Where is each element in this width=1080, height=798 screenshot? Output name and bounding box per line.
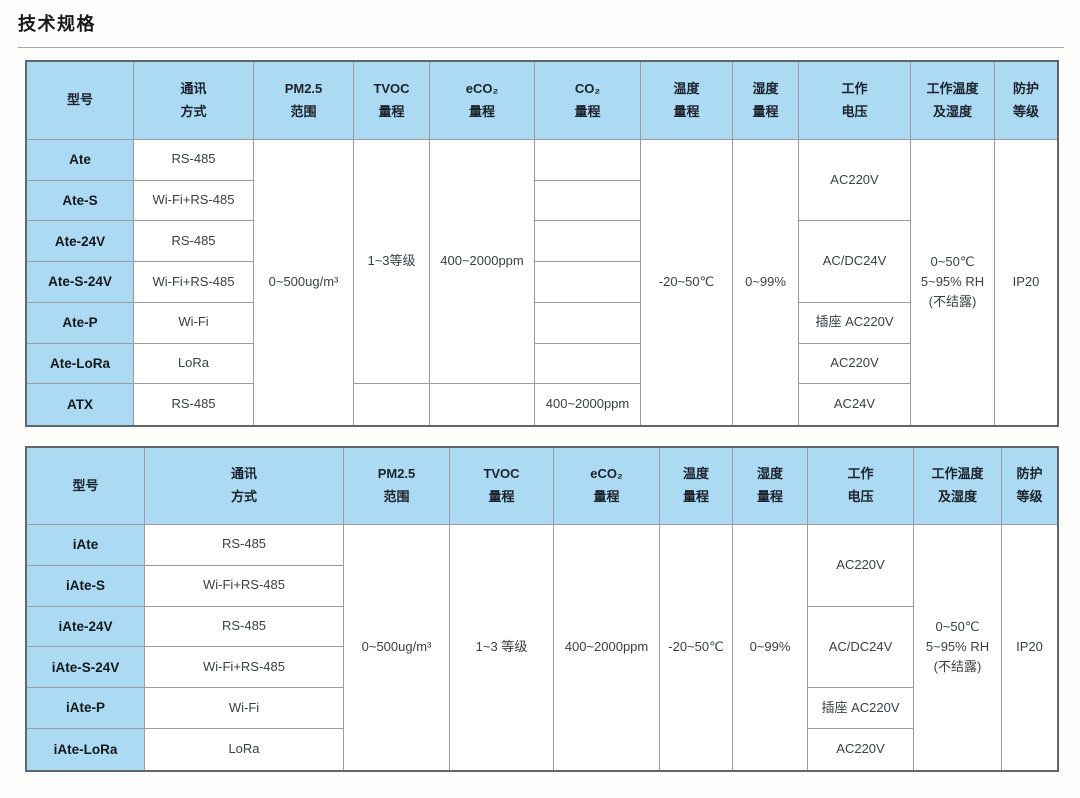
value-cell-voltage: AC24V [799,384,911,426]
model-cell-ate: Ate [27,140,134,181]
header-cell-workenv: 工作温度 及湿度 [911,62,995,140]
value-cell-co2 [535,140,641,181]
header-cell-ip: 防护 等级 [995,62,1057,140]
header-cell-tvoc: TVOC 量程 [354,62,430,140]
header-cell-pm25: PM2.5 范围 [254,62,354,140]
header-cell-voltage: 工作 电压 [808,448,914,525]
value-cell-eco2: 400~2000ppm [554,525,660,770]
model-cell-iate: iAte [27,525,145,566]
header-cell-ip: 防护 等级 [1002,448,1057,525]
value-cell-co2: 400~2000ppm [535,384,641,426]
value-cell-voltage: AC/DC24V [799,221,911,303]
header-cell-co2: CO₂ 量程 [535,62,641,140]
value-cell-voltage: 插座 AC220V [808,688,914,730]
model-cell-ate: Ate-S [27,180,134,222]
value-cell-tvoc: 1~3等级 [354,140,430,385]
model-cell-iate: iAte-24V [27,606,145,648]
model-cell-iate: iAte-LoRa [27,729,145,770]
value-cell-tvoc: 1~3 等级 [450,525,554,770]
value-cell-comm: Wi-Fi [134,302,254,344]
value-cell-voltage: AC220V [808,525,914,607]
value-cell-voltage: AC/DC24V [808,606,914,689]
value-cell-temp: -20~50℃ [660,525,733,770]
value-cell-tvoc [354,384,430,426]
value-cell-humi: 0~99% [733,525,808,770]
value-cell-pm25: 0~500ug/m³ [254,140,354,426]
value-cell-temp: -20~50℃ [641,140,733,426]
header-cell-eco2: eCO₂ 量程 [554,448,660,525]
model-cell-ate: Ate-S-24V [27,262,134,303]
value-cell-comm: RS-485 [134,384,254,426]
value-cell-workenv: 0~50℃ 5~95% RH (不结露) [911,140,995,426]
value-cell-comm: LoRa [145,729,344,770]
value-cell-comm: RS-485 [134,221,254,263]
value-cell-co2 [535,180,641,222]
model-cell-ate: ATX [27,384,134,426]
value-cell-voltage: AC220V [808,729,914,770]
value-cell-humi: 0~99% [733,140,799,426]
value-cell-co2 [535,343,641,385]
header-cell-workenv: 工作温度 及湿度 [914,448,1002,525]
value-cell-comm: RS-485 [145,606,344,648]
value-cell-pm25: 0~500ug/m³ [344,525,450,770]
model-cell-iate: iAte-S [27,565,145,607]
header-cell-temp: 温度 量程 [660,448,733,525]
header-cell-temp: 温度 量程 [641,62,733,140]
value-cell-co2 [535,221,641,263]
spec-table-ate-series: 型号 通讯 方式 PM2.5 范围 TVOC 量程 eCO₂ 量程 CO₂ 量程 温度 量程 湿度 量程 工作… [25,60,1059,428]
value-cell-comm: LoRa [134,343,254,385]
model-cell-iate: iAte-P [27,688,145,730]
model-cell-ate: Ate-24V [27,221,134,263]
header-cell-humi: 湿度 量程 [733,62,799,140]
value-cell-eco2 [430,384,535,426]
header-cell-pm25: PM2.5 范围 [344,448,450,525]
value-cell-workenv: 0~50℃ 5~95% RH (不结露) [914,525,1002,770]
value-cell-voltage: AC220V [799,343,911,385]
model-cell-ate: Ate-P [27,302,134,344]
header-cell-comm: 通讯 方式 [134,62,254,140]
value-cell-comm: RS-485 [134,140,254,181]
value-cell-ip: IP20 [1012,274,1040,290]
header-cell-model: 型号 [27,62,134,140]
header-cell-comm: 通讯 方式 [145,448,344,525]
value-cell-ip: IP20 [1016,639,1043,655]
model-cell-iate: iAte-S-24V [27,647,145,689]
value-cell-co2 [535,302,641,344]
value-cell-comm: Wi-Fi+RS-485 [134,180,254,222]
header-cell-model: 型号 [27,448,145,525]
value-cell-voltage: 插座 AC220V [799,302,911,344]
header-cell-voltage: 工作 电压 [799,62,911,140]
title-divider [18,47,1064,48]
header-cell-tvoc: TVOC 量程 [450,448,554,525]
value-cell-comm: RS-485 [145,525,344,566]
header-cell-humi: 湿度 量程 [733,448,808,525]
value-cell-comm: Wi-Fi+RS-485 [145,647,344,689]
model-cell-ate: Ate-LoRa [27,343,134,385]
spec-table-iate-series: 型号 通讯 方式 PM2.5 范围 TVOC 量程 eCO₂ 量程 温度 量程 湿度 量程 工作 电压 工作温… [25,446,1059,772]
value-cell-comm: Wi-Fi+RS-485 [145,565,344,607]
value-cell-voltage: AC220V [799,140,911,222]
value-cell-comm: Wi-Fi [145,688,344,730]
value-cell-comm: Wi-Fi+RS-485 [134,262,254,303]
page-title: 技术规格 [18,14,96,34]
header-cell-eco2: eCO₂ 量程 [430,62,535,140]
value-cell-co2 [535,262,641,303]
value-cell-eco2: 400~2000ppm [430,140,535,385]
